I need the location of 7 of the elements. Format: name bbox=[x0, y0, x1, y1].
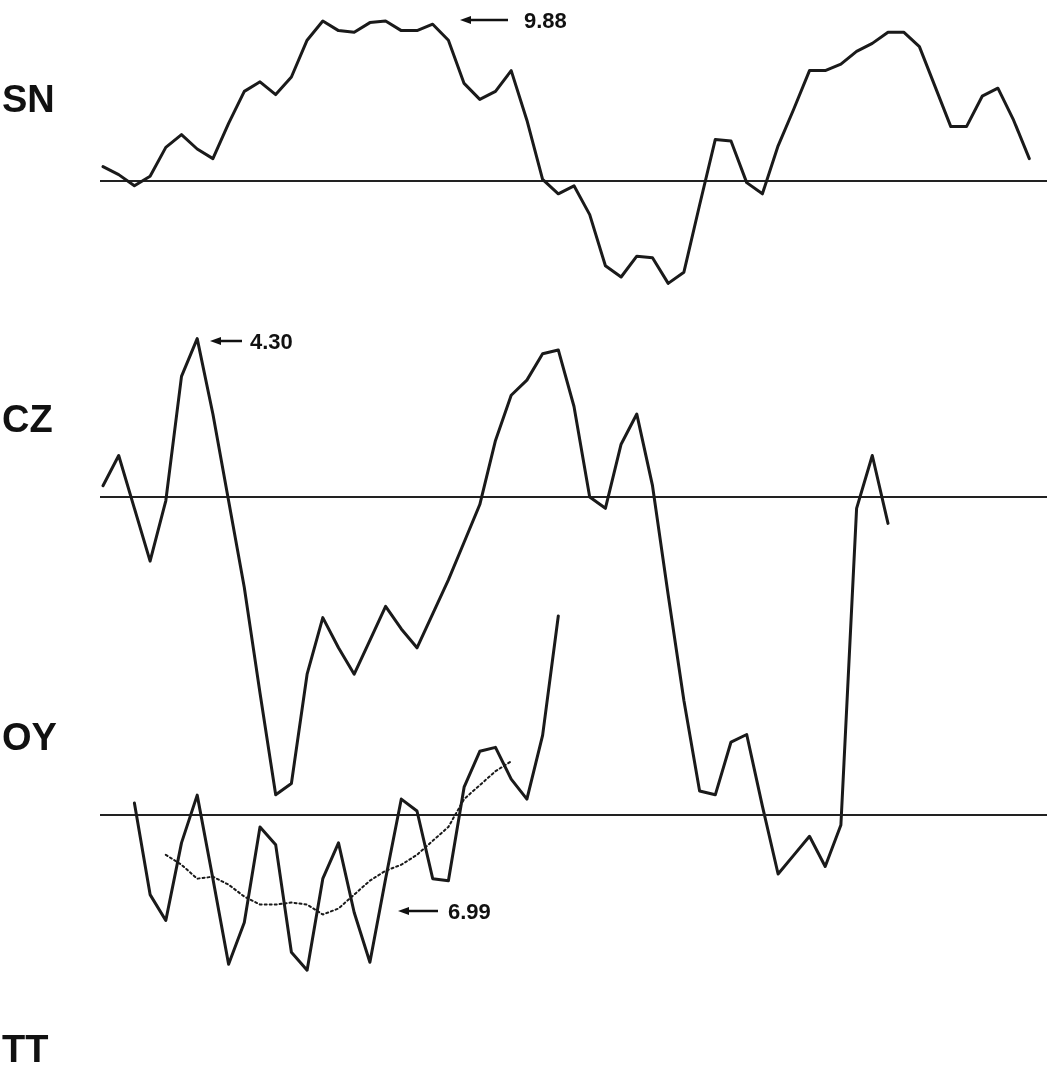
text: OY bbox=[2, 716, 57, 758]
annotation: 9.88 bbox=[524, 8, 567, 33]
annotation: 4.30 bbox=[250, 329, 293, 354]
text: TT bbox=[2, 1028, 49, 1070]
text: SN bbox=[2, 78, 55, 120]
annotation: 6.99 bbox=[448, 899, 491, 924]
text: CZ bbox=[2, 398, 53, 440]
